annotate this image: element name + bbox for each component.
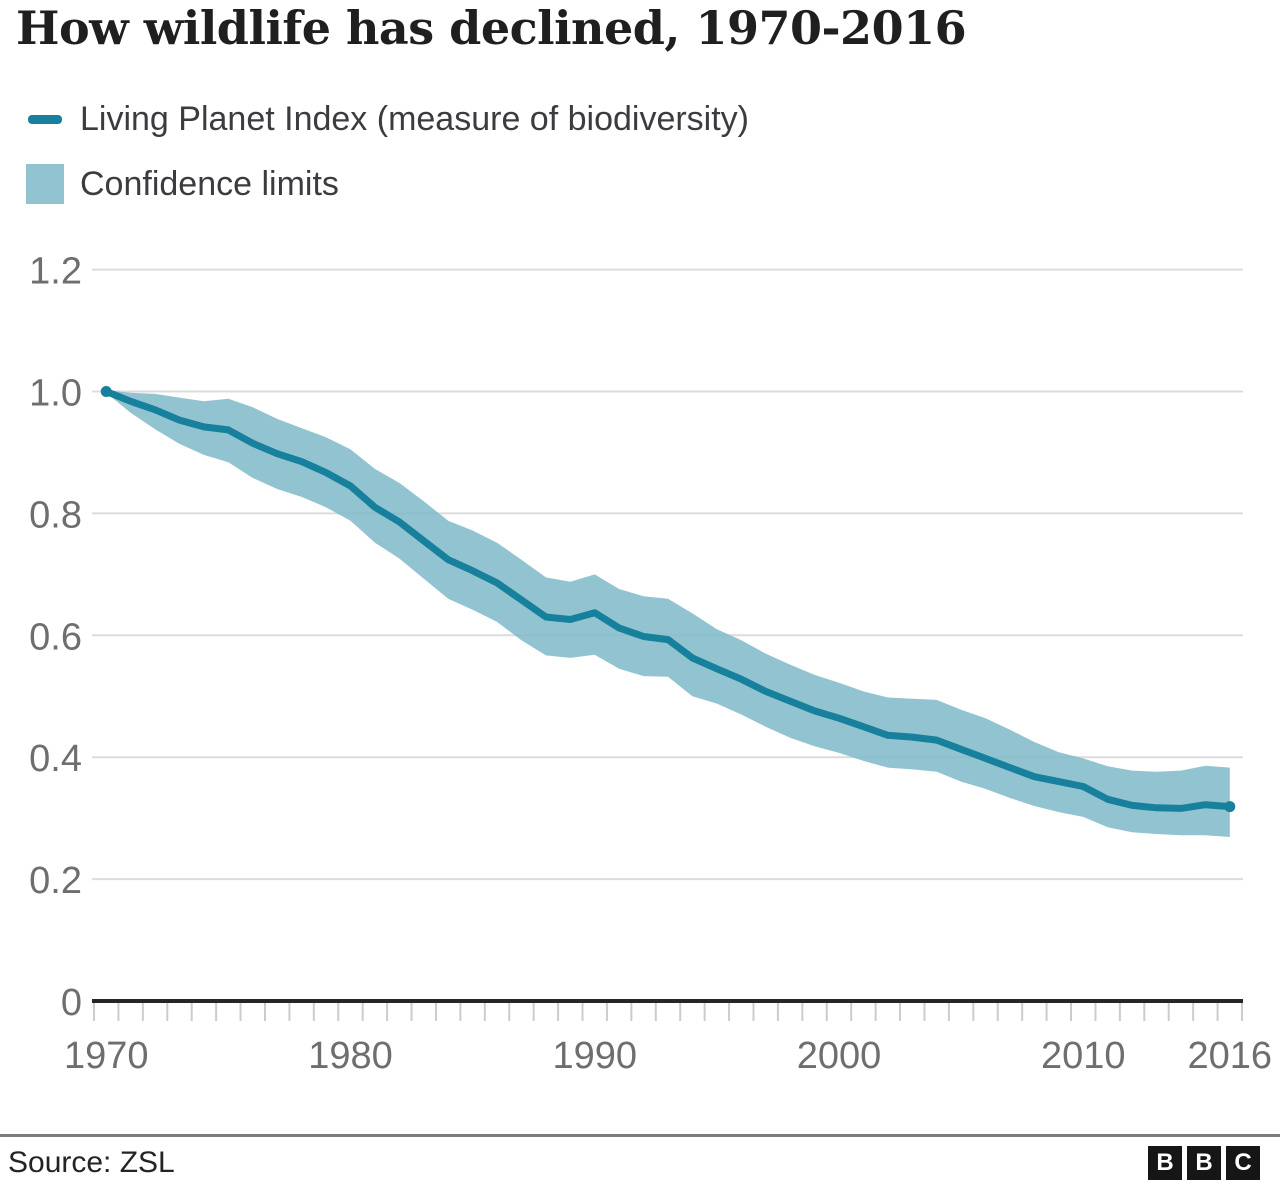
x-tick-label: 2016 [1188, 1035, 1273, 1077]
x-tick-label: 1970 [64, 1035, 149, 1077]
confidence-band-area [106, 390, 1230, 837]
x-tick-label: 1990 [552, 1035, 637, 1077]
y-tick-label: 0.8 [29, 494, 82, 536]
x-axis-ticks [93, 1003, 1243, 1021]
footer-divider [0, 1134, 1280, 1137]
y-tick-label: 0.6 [29, 616, 82, 658]
lpi-line-path [102, 388, 1234, 812]
y-tick-label: 0.4 [29, 738, 82, 780]
x-axis-labels: 1970 1980 1990 2000 2010 2016 [64, 1035, 1272, 1077]
x-tick-label: 1980 [308, 1035, 393, 1077]
bbc-logo: B B C [1148, 1146, 1260, 1180]
bbc-logo-block: B [1148, 1146, 1182, 1180]
page-title: How wildlife has declined, 1970-2016 [16, 1, 967, 55]
legend-item-lpi: Living Planet Index (measure of biodiver… [28, 100, 749, 139]
legend-label-confidence: Confidence limits [80, 164, 339, 203]
source-text: Source: ZSL [8, 1146, 175, 1179]
x-tick-label: 2000 [797, 1035, 882, 1077]
line-start-dot [100, 386, 112, 397]
confidence-box-swatch [26, 164, 64, 204]
bbc-logo-block: C [1226, 1146, 1260, 1180]
y-tick-label: 1.0 [29, 373, 82, 415]
y-axis-labels: 0 0.2 0.4 0.6 0.8 1.0 1.2 [29, 251, 82, 1024]
lpi-line-swatch [28, 115, 62, 124]
legend-label-lpi: Living Planet Index (measure of biodiver… [80, 100, 749, 138]
bbc-logo-block: B [1187, 1146, 1221, 1180]
x-tick-label: 2010 [1041, 1035, 1126, 1077]
y-tick-label: 0 [61, 982, 82, 1024]
lpi-line [100, 386, 1236, 813]
y-tick-label: 0.2 [29, 860, 82, 902]
y-tick-label: 1.2 [29, 251, 82, 293]
legend-item-confidence: Confidence limits [26, 164, 339, 204]
confidence-band [106, 390, 1230, 837]
line-end-dot [1224, 801, 1236, 813]
